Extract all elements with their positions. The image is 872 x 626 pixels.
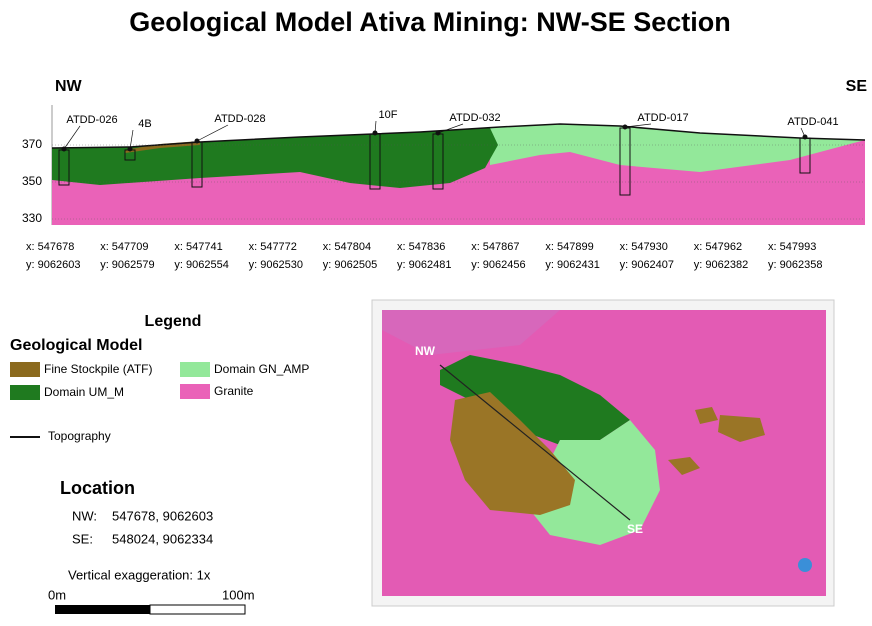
- nw-label: NW: [55, 78, 83, 95]
- elevation-grid: 370 350 330: [22, 137, 865, 225]
- coord-x: x: 547962: [694, 241, 742, 253]
- legend: Fine Stockpile (ATF) Domain UM_M Domain GN…: [10, 362, 309, 400]
- scale-end: 100m: [222, 587, 255, 602]
- map-stockpile: [450, 392, 575, 515]
- coord-y: y: 9062603: [26, 259, 80, 271]
- coord-x: x: 547899: [545, 241, 593, 253]
- coord-x: x: 547836: [397, 241, 445, 253]
- drill-hole-label: 4B: [138, 118, 151, 130]
- legend-label: Domain GN_AMP: [214, 362, 309, 376]
- drill-holes: ATDD-026 4B ATDD-028 10F ATDD-032 ATDD-017 ATD…: [58, 109, 839, 196]
- location-value: 547678, 9062603: [112, 508, 213, 523]
- coord-y: y: 9062358: [768, 259, 822, 271]
- map-se: SE: [627, 522, 643, 536]
- coord-y: y: 9062481: [397, 259, 451, 271]
- elevation-label: 330: [22, 211, 42, 225]
- drill-hole-label: ATDD-032: [449, 112, 500, 124]
- legend-swatch: [10, 362, 40, 377]
- section-line: [439, 364, 631, 521]
- coord-y: y: 9062407: [620, 259, 674, 271]
- coord-x: x: 547804: [323, 241, 371, 253]
- coord-y: y: 9062431: [545, 259, 599, 271]
- leader: [624, 123, 652, 128]
- domain-um-m: [52, 128, 498, 188]
- coord-x: x: 547772: [249, 241, 297, 253]
- location-title: Location: [60, 478, 135, 498]
- leader: [129, 129, 134, 150]
- map: NW SE: [371, 299, 835, 607]
- elevation-label: 370: [22, 137, 42, 151]
- coord-x: x: 547678: [26, 241, 74, 253]
- coord-x: x: 547709: [100, 241, 148, 253]
- legend-label: Fine Stockpile (ATF): [44, 362, 152, 376]
- coord-y: y: 9062554: [174, 259, 228, 271]
- legend-swatch: [10, 385, 40, 400]
- vertical-exaggeration: Vertical exaggeration: 1x: [68, 567, 211, 582]
- map-stockpile: [668, 457, 700, 475]
- map-nw: NW: [415, 344, 436, 358]
- drill-hole-label: ATDD-041: [787, 116, 838, 128]
- legend-swatch: [180, 362, 210, 377]
- legend-label: Granite: [214, 384, 254, 398]
- coord-y: y: 9062579: [100, 259, 154, 271]
- drill-hole-label: 10F: [379, 109, 398, 121]
- map-compass: [798, 558, 812, 572]
- coordinates: x: 547678 y: 9062603 x: 547709 y: 9062579 x:…: [26, 241, 822, 271]
- elevation-label: 350: [22, 174, 42, 188]
- scale-start: 0m: [48, 587, 66, 602]
- location-value: 548024, 9062334: [112, 531, 213, 546]
- coord-y: y: 9062530: [249, 259, 303, 271]
- coord-y: y: 9062382: [694, 259, 748, 271]
- legend-swatch: [180, 384, 210, 399]
- domain-gn-amp: [490, 124, 865, 172]
- location-label: SE:: [72, 531, 93, 546]
- leader: [63, 125, 81, 150]
- topography: [51, 123, 866, 149]
- map-relief: [382, 310, 560, 355]
- leader: [374, 120, 377, 134]
- drill-hole-label: ATDD-026: [66, 114, 117, 126]
- coord-y: y: 9062505: [323, 259, 377, 271]
- drill-hole-label: ATDD-017: [637, 112, 688, 124]
- drill-hole-label: ATDD-028: [214, 113, 265, 125]
- legend-subtitle: Geological Model: [10, 337, 142, 354]
- coord-x: x: 547993: [768, 241, 816, 253]
- coord-y: y: 9062456: [471, 259, 525, 271]
- coord-x: x: 547741: [174, 241, 222, 253]
- map-stockpile: [718, 415, 765, 442]
- se-label: SE: [846, 78, 868, 95]
- title: Geological Model Ativa Mining: NW-SE Sec…: [129, 7, 731, 37]
- coord-x: x: 547930: [620, 241, 668, 253]
- map-stockpile: [695, 407, 718, 424]
- leader: [800, 127, 806, 138]
- legend-title: Legend: [145, 313, 202, 330]
- map-gn-amp: [530, 420, 660, 545]
- leader: [196, 124, 229, 142]
- leader: [437, 123, 464, 134]
- scale-bar: [149, 604, 246, 615]
- location-label: NW:: [72, 508, 97, 523]
- legend-label: Domain UM_M: [44, 385, 124, 399]
- scale-bar: [55, 605, 150, 614]
- map-um-m: [440, 355, 630, 445]
- coord-x: x: 547867: [471, 241, 519, 253]
- legend-label: Topography: [48, 429, 111, 443]
